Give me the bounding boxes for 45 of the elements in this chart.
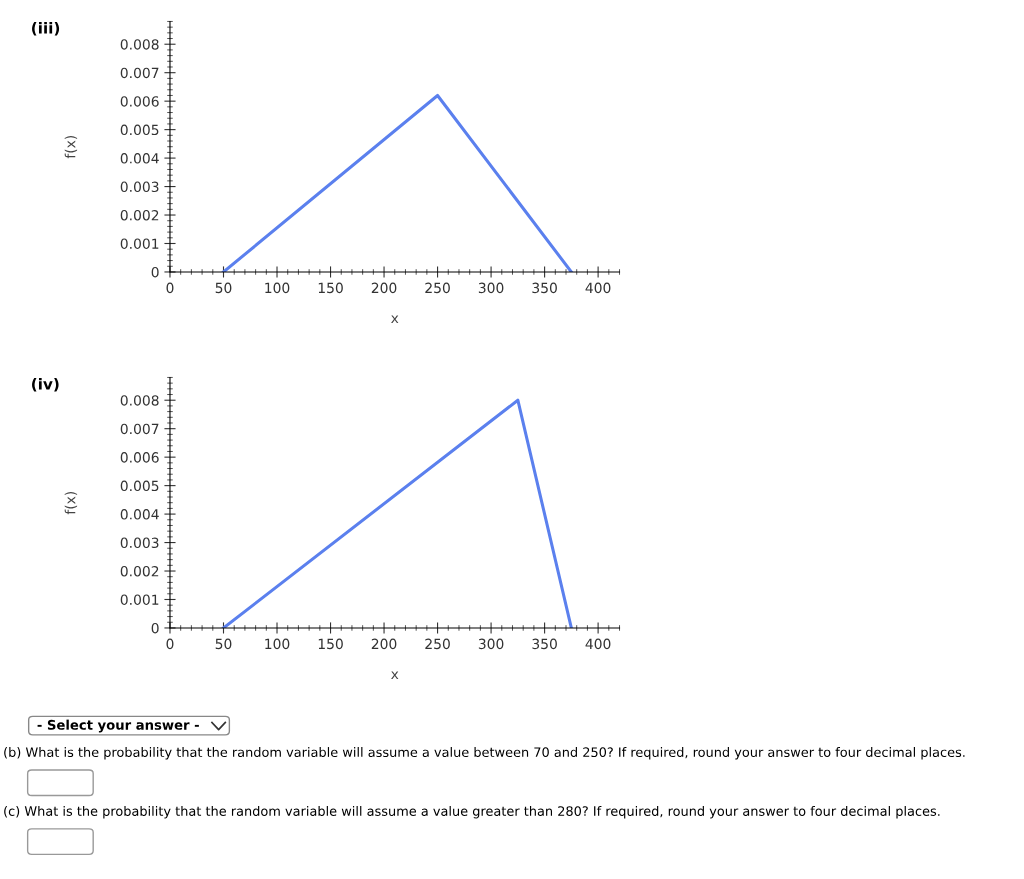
text: (b) What is the probability that the random variable will assume a value between 70 and 250? If required, round your answer to four decimal places. <box>4 747 965 760</box>
x-tick-label: 0 <box>166 282 174 294</box>
x-tick-label: 150 <box>318 282 343 294</box>
y-tick-label: 0.007 <box>120 423 159 435</box>
x-tick-label: 250 <box>425 282 450 294</box>
y-tick-label: 0.004 <box>120 153 159 164</box>
x-tick-label: 100 <box>265 282 290 294</box>
x-axis-title: x <box>391 671 399 680</box>
y-tick-label: 0.006 <box>120 452 159 463</box>
x-tick-label: 200 <box>371 638 397 650</box>
y-tick-label: 0.004 <box>120 509 159 520</box>
x-tick-label: 350 <box>532 282 557 294</box>
text: (c) What is the probability that the random variable will assume a value greater than 280? If required, round your answer to four decimal places. <box>4 805 940 819</box>
x-tick-label: 150 <box>318 638 343 650</box>
y-tick-label: 0.006 <box>120 96 159 107</box>
y-tick-label: 0.001 <box>120 594 159 605</box>
x-tick-label: 300 <box>478 638 504 650</box>
y-tick-label: 0 <box>151 266 159 278</box>
y-tick-label: 0.005 <box>120 480 159 492</box>
y-tick-label: 0.002 <box>120 565 159 577</box>
y-tick-label: 0.008 <box>120 395 159 406</box>
x-tick-label: 50 <box>215 638 232 650</box>
y-tick-label: 0.001 <box>120 238 159 249</box>
y-tick-label: 0.007 <box>120 67 159 79</box>
text: - Select your answer - <box>37 719 199 733</box>
y-tick-label: 0.002 <box>120 210 159 221</box>
y-axis-title: f(x) <box>64 135 78 159</box>
x-tick-label: 300 <box>478 282 504 294</box>
text: (iii) <box>32 21 60 36</box>
y-tick-label: 0 <box>151 622 159 634</box>
x-tick-label: 250 <box>425 638 450 650</box>
y-tick-label: 0.003 <box>120 537 159 549</box>
x-tick-label: 0 <box>166 638 174 650</box>
x-tick-label: 400 <box>585 282 611 294</box>
x-tick-label: 50 <box>215 282 232 294</box>
y-tick-label: 0.008 <box>120 39 159 50</box>
x-tick-label: 350 <box>532 638 557 650</box>
x-tick-label: 200 <box>371 282 397 294</box>
y-tick-label: 0.005 <box>120 124 159 136</box>
y-tick-label: 0.003 <box>120 181 159 193</box>
y-axis-title: f(x) <box>64 491 78 515</box>
text: (iv) <box>32 377 59 392</box>
x-axis-title: x <box>391 315 399 324</box>
x-tick-label: 100 <box>265 638 290 650</box>
x-tick-label: 400 <box>585 638 611 650</box>
